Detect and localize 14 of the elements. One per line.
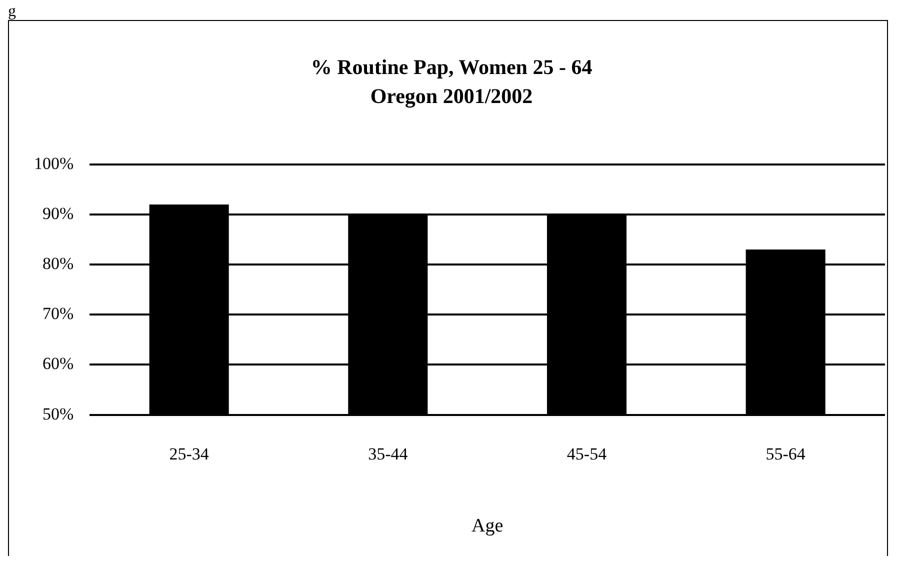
chart-title: % Routine Pap, Women 25 - 64 — [310, 55, 593, 80]
y-tick-label: 100% — [34, 154, 74, 173]
x-tick-label: 45-54 — [566, 444, 608, 464]
x-tick-label: 55-64 — [766, 444, 806, 464]
x-tick-label: 35-44 — [368, 444, 408, 464]
x-axis-title: Age — [472, 516, 504, 537]
y-tick-label: 80% — [42, 254, 74, 274]
y-tick-label: 90% — [42, 204, 74, 223]
y-tick-label: 50% — [42, 404, 74, 424]
y-tick-label: 60% — [42, 354, 74, 374]
x-tick-label: 25-34 — [169, 444, 210, 464]
chart-subtitle: Oregon 2001/2002 — [370, 84, 533, 108]
text: g — [8, 3, 16, 20]
y-tick-label: 70% — [42, 304, 74, 324]
